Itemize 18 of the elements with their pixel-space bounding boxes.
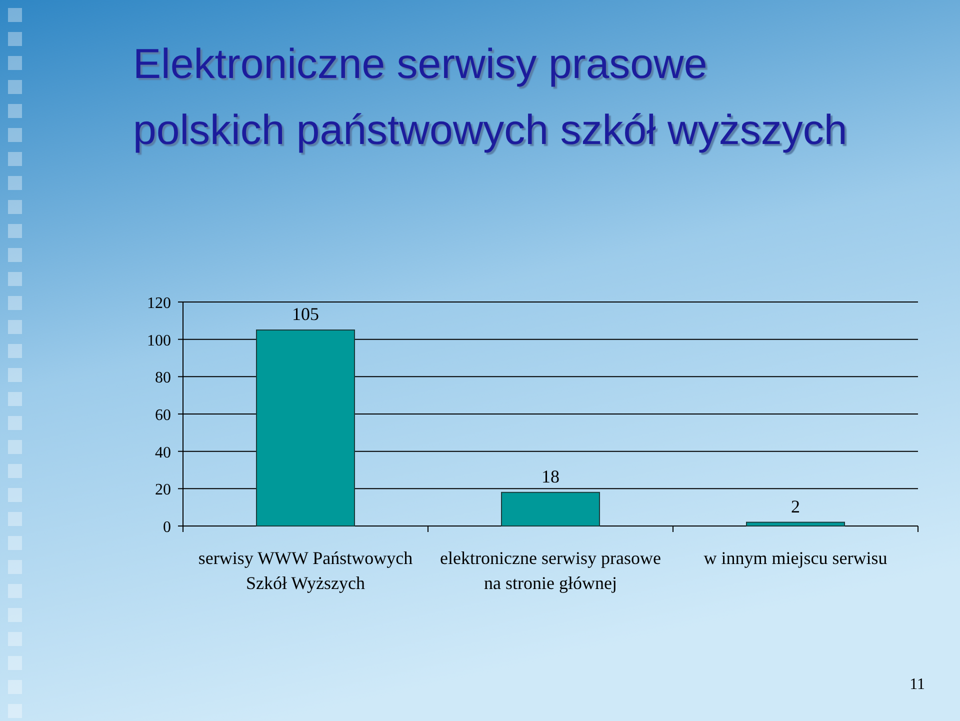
y-tick-label: 80	[155, 370, 171, 387]
x-tick-label: serwisy WWW Państwowych Szkół Wyższych	[198, 548, 413, 593]
x-tick-label: w innym miejscu serwisu	[704, 548, 888, 568]
y-tick-label: 20	[155, 482, 171, 499]
x-tick-label: elektroniczne serwisy prasowe na stronie głównej	[440, 548, 661, 593]
chart-title: Elektroniczne serwisy prasowe polskich państwowych szkół wyższych	[133, 40, 848, 153]
y-tick-label: 40	[155, 444, 171, 462]
y-tick-label: 60	[155, 407, 171, 424]
data-label: 18	[542, 466, 560, 486]
y-tick-label: 120	[147, 295, 171, 312]
data-label: 2	[791, 496, 800, 516]
bar	[501, 492, 600, 526]
bar	[256, 330, 355, 526]
bar	[746, 522, 845, 526]
y-tick-label: 100	[147, 332, 171, 350]
y-tick-label: 0	[163, 519, 171, 536]
data-label: 105	[292, 304, 319, 324]
text: 11	[910, 676, 925, 693]
